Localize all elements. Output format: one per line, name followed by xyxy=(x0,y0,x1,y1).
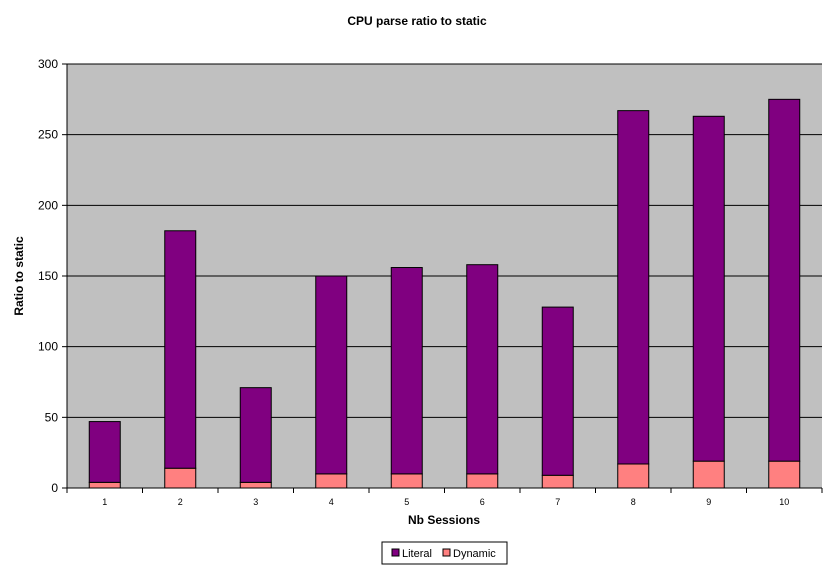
chart-title: CPU parse ratio to static xyxy=(347,14,487,28)
y-tick-label: 150 xyxy=(38,269,58,283)
x-tick-label: 6 xyxy=(480,497,485,507)
bar-literal xyxy=(390,267,423,475)
x-tick-label: 7 xyxy=(555,497,560,507)
y-tick-labels: 0 50 100 150 200 250 300 xyxy=(38,57,58,495)
bar-dynamic xyxy=(768,460,801,489)
bar-literal xyxy=(315,275,348,475)
bar-dynamic xyxy=(466,473,499,489)
bar-dynamic xyxy=(617,463,650,489)
bar-literal xyxy=(466,264,499,475)
x-tick-label: 9 xyxy=(706,497,711,507)
legend-swatch-dynamic xyxy=(442,548,451,557)
bar-literal xyxy=(768,98,801,462)
bar-literal xyxy=(692,115,725,462)
legend-swatch-literal xyxy=(391,548,400,557)
y-tick-label: 50 xyxy=(45,410,59,424)
bar-literal xyxy=(239,387,272,483)
legend-label-dynamic: Dynamic xyxy=(453,548,496,560)
y-tick-label: 0 xyxy=(51,481,58,495)
y-tick-label: 200 xyxy=(38,198,58,212)
x-tick-label: 10 xyxy=(779,497,789,507)
x-tick-label: 8 xyxy=(631,497,636,507)
x-tick-label: 5 xyxy=(404,497,409,507)
bar-dynamic xyxy=(164,467,197,489)
x-axis-title: Nb Sessions xyxy=(408,513,480,527)
legend: Literal Dynamic xyxy=(381,541,508,565)
bar-dynamic xyxy=(541,474,574,489)
bars xyxy=(88,98,801,489)
bar-dynamic xyxy=(692,460,725,489)
bar-dynamic xyxy=(390,473,423,489)
bar-dynamic xyxy=(88,481,121,489)
x-tick-labels: 1 2 3 4 5 6 7 8 9 10 xyxy=(102,497,789,507)
bar-dynamic xyxy=(239,481,272,489)
x-tick-label: 1 xyxy=(102,497,107,507)
legend-label-literal: Literal xyxy=(402,548,432,560)
x-tick-label: 3 xyxy=(253,497,258,507)
y-tick-label: 100 xyxy=(38,340,58,354)
bar-dynamic xyxy=(315,473,348,489)
y-tick-label: 300 xyxy=(38,57,58,71)
bar-literal xyxy=(88,421,121,483)
bar-literal xyxy=(164,230,197,469)
bar-literal xyxy=(541,306,574,476)
bar-literal xyxy=(617,110,650,465)
x-tick-label: 2 xyxy=(178,497,183,507)
y-axis-title: Ratio to static xyxy=(12,236,26,316)
y-tick-label: 250 xyxy=(38,128,58,142)
axes xyxy=(62,63,823,493)
x-tick-label: 4 xyxy=(329,497,334,507)
